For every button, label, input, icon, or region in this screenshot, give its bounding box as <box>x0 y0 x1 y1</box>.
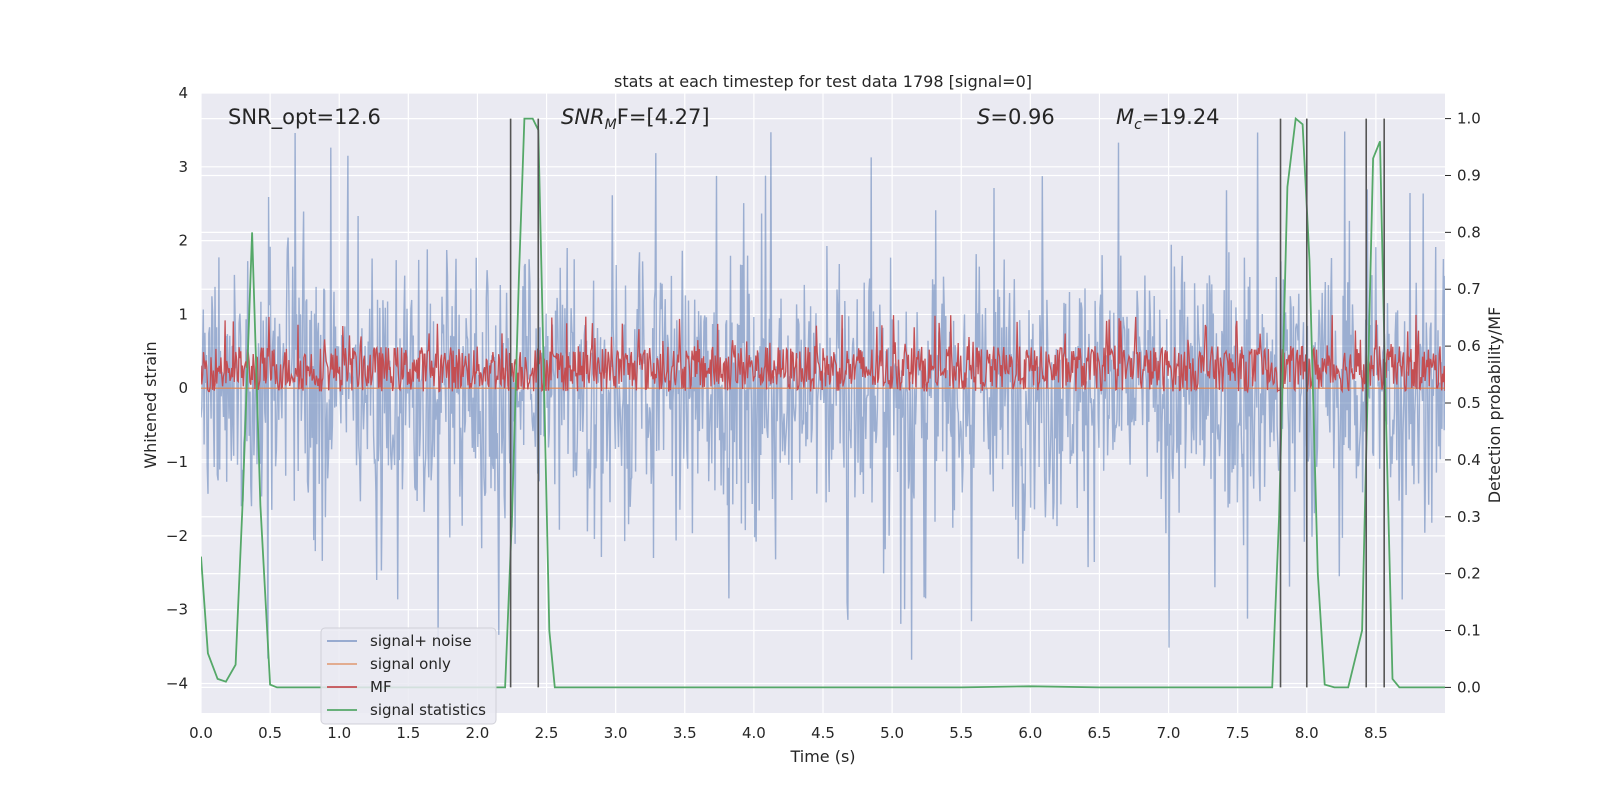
y-left-tick-label: −4 <box>166 674 188 692</box>
y-left-tick-label: 0 <box>178 379 188 397</box>
annotation-s: S=0.96 <box>977 105 1055 129</box>
x-tick-label: 1.0 <box>327 724 351 742</box>
legend-box <box>320 627 497 725</box>
y-left-tick-label: −2 <box>166 527 188 545</box>
y-right-tick-label: 0.3 <box>1457 508 1481 526</box>
mc-sub: c <box>1134 117 1142 133</box>
x-tick-label: 4.5 <box>811 724 835 742</box>
y-left-tick-label: 2 <box>178 232 188 250</box>
series-mf <box>201 314 1445 394</box>
x-tick-label: 6.0 <box>1018 724 1042 742</box>
x-axis-label: Time (s) <box>789 747 855 766</box>
y-left-tick-label: −1 <box>166 453 188 471</box>
annotation-mc: Mc=19.24 <box>1116 105 1220 133</box>
x-tick-label: 8.5 <box>1364 724 1388 742</box>
y-right-tick-label: 0.2 <box>1457 565 1481 583</box>
annotation-snr-mf: SNRMF=[4.27] <box>561 105 710 133</box>
snr-mf-rest: F=[4.27] <box>617 105 710 129</box>
y-right-axis-ticks: 1.0 0.9 0.8 0.7 0.6 0.5 0.4 0.3 0.2 0.1 0.0 <box>1445 110 1481 696</box>
y-right-tick-label: 0.6 <box>1457 337 1481 355</box>
y-right-tick-label: 0.5 <box>1457 394 1481 412</box>
x-tick-label: 2.0 <box>466 724 490 742</box>
y-right-tick-label: 0.9 <box>1457 166 1481 184</box>
x-tick-label: 6.5 <box>1088 724 1112 742</box>
mc-value: =19.24 <box>1142 105 1220 129</box>
y-left-tick-label: −3 <box>166 601 188 619</box>
y-left-tick-label: 1 <box>178 305 188 323</box>
snr-mf-base: SNR <box>561 105 605 129</box>
series-layer <box>201 116 1445 689</box>
y-right-tick-label: 0.0 <box>1457 678 1481 696</box>
x-tick-label: 5.0 <box>880 724 904 742</box>
y-left-axis-ticks: 4 3 2 1 0 −1 −2 −3 −4 <box>166 84 188 692</box>
x-tick-label: 3.5 <box>673 724 697 742</box>
x-tick-label: 8.0 <box>1295 724 1319 742</box>
y-right-tick-label: 0.8 <box>1457 223 1481 241</box>
x-tick-label: 0.0 <box>189 724 213 742</box>
annotation-snr-opt: SNR_opt=12.6 <box>228 105 381 130</box>
legend-entries: signal+ noise signal only MF signal statist… <box>327 632 486 719</box>
x-tick-label: 3.0 <box>604 724 628 742</box>
x-tick-label: 1.5 <box>396 724 420 742</box>
x-tick-label: 4.0 <box>742 724 766 742</box>
x-tick-label: 5.5 <box>949 724 973 742</box>
y-right-tick-label: 0.1 <box>1457 622 1481 640</box>
y-left-axis-label: Whitened strain <box>141 341 160 468</box>
legend: signal+ noise signal only MF signal statist… <box>320 627 497 725</box>
y-right-axis-label: Detection probability/MF <box>1485 307 1504 504</box>
y-right-tick-label: 0.7 <box>1457 280 1481 298</box>
y-right-tick-label: 1.0 <box>1457 110 1481 128</box>
x-tick-label: 0.5 <box>258 724 282 742</box>
y-left-tick-label: 4 <box>178 84 188 102</box>
chart-title: stats at each timestep for test data 179… <box>614 72 1032 91</box>
s-label: S <box>977 105 990 129</box>
x-tick-label: 7.5 <box>1226 724 1250 742</box>
legend-label: signal+ noise <box>370 632 472 650</box>
vertical-markers <box>509 118 1385 688</box>
legend-label: MF <box>370 678 392 696</box>
x-axis-ticks: 0.0 0.5 1.0 1.5 2.0 2.5 3.0 3.5 4.0 4.5 5.0 5.5 6.0 6… <box>189 724 1388 742</box>
y-right-tick-label: 0.4 <box>1457 451 1481 469</box>
snr-mf-sub: M <box>605 117 617 133</box>
x-tick-label: 7.0 <box>1157 724 1181 742</box>
series-signal-statistics <box>201 116 1445 689</box>
s-value: =0.96 <box>990 105 1054 129</box>
x-tick-label: 2.5 <box>535 724 559 742</box>
legend-label: signal statistics <box>370 701 486 719</box>
y-left-tick-label: 3 <box>178 158 188 176</box>
legend-label: signal only <box>370 655 451 673</box>
mc-base: M <box>1116 105 1134 129</box>
